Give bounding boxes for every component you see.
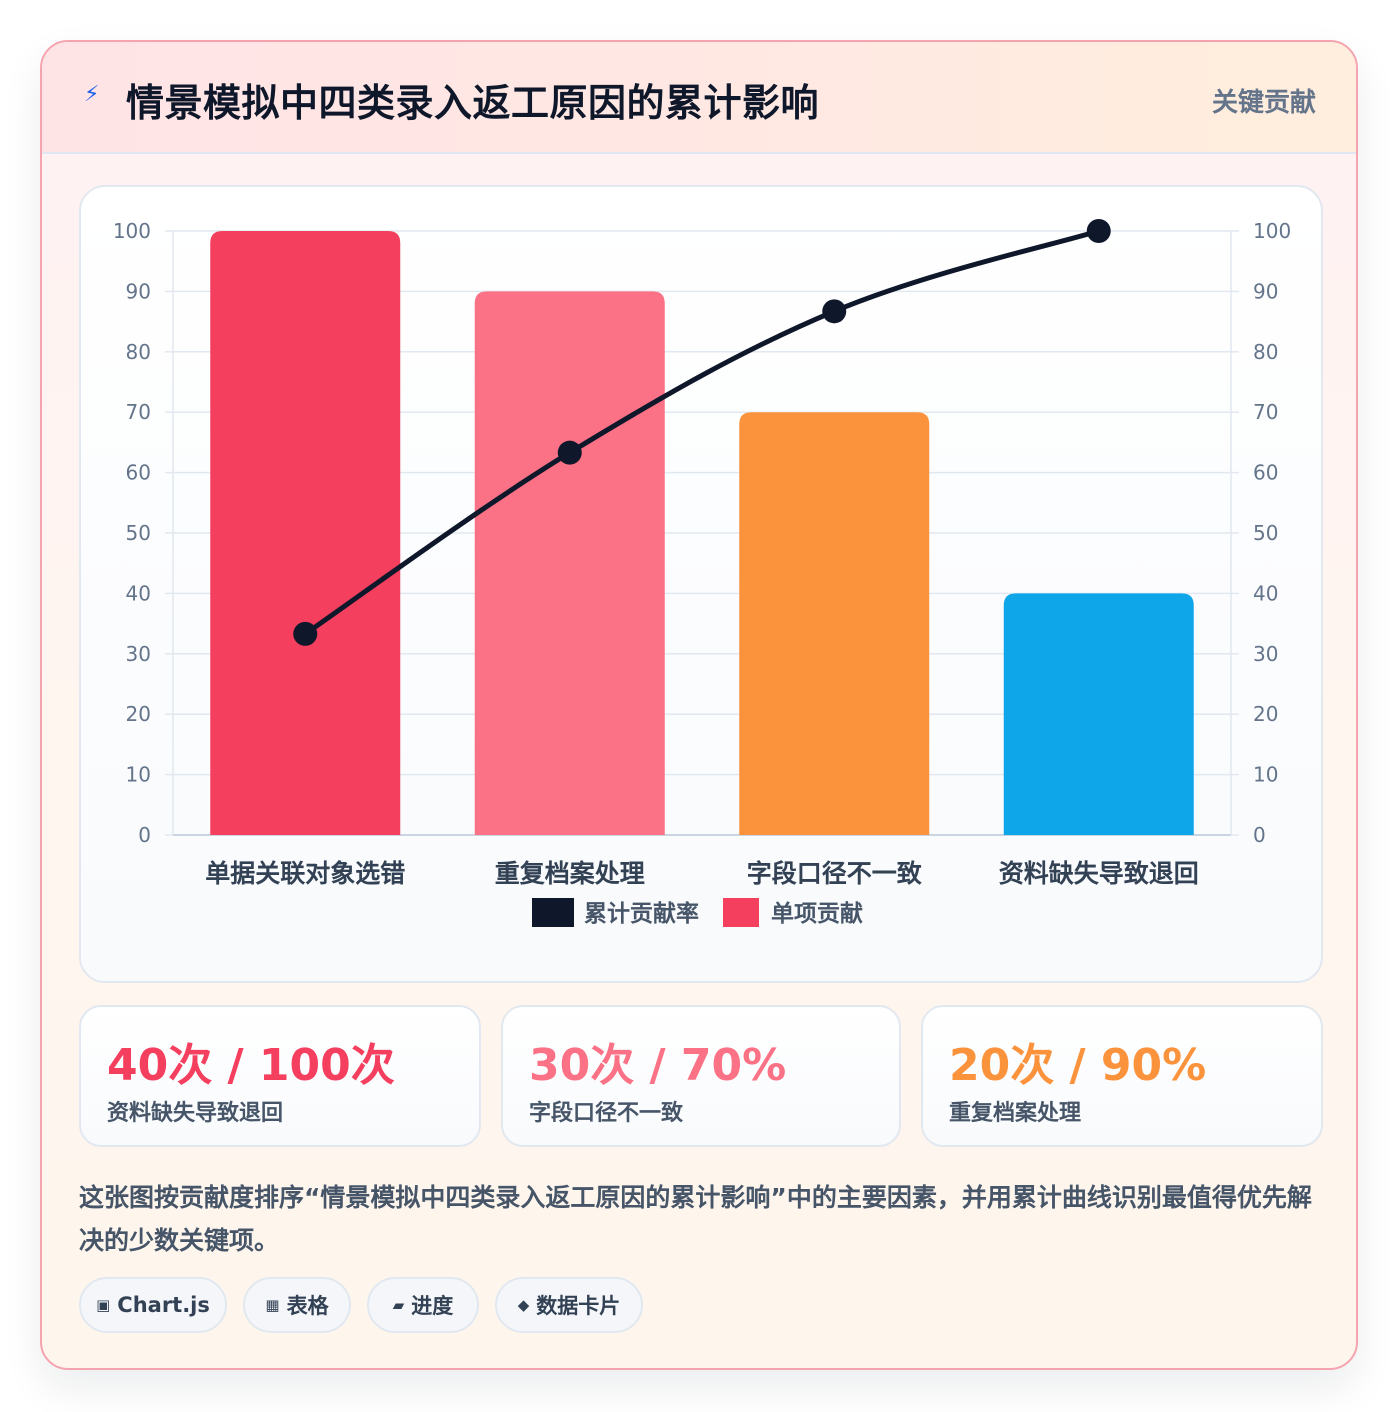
stat-label: 资料缺失导致退回 — [107, 1101, 284, 1126]
stat-value: 30次 / 70% — [529, 1040, 787, 1091]
category-label: 重复档案处理 — [495, 859, 645, 888]
cumulative-point — [557, 440, 582, 465]
chart-panel: 0 0 10 10 20 20 30 30 40 40 50 50 60 60 70 70 80 80 90 90 10… — [79, 185, 1323, 983]
bar — [739, 412, 930, 835]
bar — [210, 231, 401, 835]
y-tick-label: 0 — [138, 823, 151, 847]
y-tick-label: 30 — [126, 642, 151, 666]
y2-tick-label: 30 — [1253, 642, 1278, 666]
y2-tick-label: 40 — [1253, 581, 1278, 605]
chip-progress[interactable]: ▰ 进度 — [367, 1277, 479, 1333]
y-tick-label: 100 — [113, 219, 151, 243]
category-label: 单据关联对象选错 — [205, 859, 405, 888]
legend-label-single: 单项贡献 — [771, 901, 863, 927]
chip-table[interactable]: ▦ 表格 — [243, 1277, 351, 1333]
y-tick-label: 80 — [126, 340, 151, 364]
stat-card-1: 40次 / 100次 资料缺失导致退回 — [79, 1005, 481, 1147]
y-tick-label: 10 — [126, 763, 151, 787]
y2-tick-label: 80 — [1253, 340, 1278, 364]
stat-label: 重复档案处理 — [949, 1101, 1082, 1126]
y2-tick-label: 100 — [1253, 219, 1291, 243]
card-header: ⚡ 情景模拟中四类录入返工原因的累计影响 关键贡献 — [42, 42, 1356, 154]
pareto-card: ⚡ 情景模拟中四类录入返工原因的累计影响 关键贡献 0 0 10 10 20 20 30 30… — [40, 40, 1358, 1370]
y2-tick-label: 10 — [1253, 763, 1278, 787]
chip-label: 进度 — [411, 1294, 454, 1318]
chip-label: 数据卡片 — [536, 1294, 621, 1318]
stat-card-2: 30次 / 70% 字段口径不一致 — [501, 1005, 901, 1147]
cumulative-point — [822, 299, 847, 324]
y2-tick-label: 50 — [1253, 521, 1278, 545]
y-tick-label: 60 — [126, 461, 151, 485]
stat-value: 40次 / 100次 — [107, 1040, 395, 1091]
category-label: 资料缺失导致退回 — [999, 859, 1199, 888]
page-title: 情景模拟中四类录入返工原因的累计影响 — [126, 81, 820, 125]
lightning-icon: ⚡ — [84, 82, 100, 107]
y2-tick-label: 0 — [1253, 823, 1266, 847]
chip-label: Chart.js — [117, 1293, 210, 1317]
y-tick-label: 20 — [126, 702, 151, 726]
chip-data-card[interactable]: ◆ 数据卡片 — [495, 1277, 643, 1333]
y-tick-label: 50 — [126, 521, 151, 545]
cumulative-point — [293, 621, 318, 646]
y2-tick-label: 20 — [1253, 702, 1278, 726]
chart-icon: ▣ — [96, 1296, 111, 1314]
bar — [474, 291, 665, 835]
stat-card-3: 20次 / 90% 重复档案处理 — [921, 1005, 1323, 1147]
legend-swatch-cumulative — [532, 898, 574, 927]
cumulative-point — [1086, 219, 1111, 243]
y-tick-label: 70 — [126, 400, 151, 424]
chip-label: 表格 — [286, 1294, 329, 1318]
cumulative-line — [302, 228, 1102, 637]
y-tick-label: 40 — [126, 581, 151, 605]
y2-tick-label: 90 — [1253, 279, 1278, 303]
legend-swatch-single — [723, 898, 759, 927]
chip-chartjs[interactable]: ▣ Chart.js — [79, 1277, 227, 1333]
chart-description: 这张图按贡献度排序“情景模拟中四类录入返工原因的累计影响”中的主要因素，并用累计… — [79, 1183, 1312, 1255]
data-card-icon: ◆ — [517, 1296, 530, 1314]
legend-label-cumulative: 累计贡献率 — [584, 900, 699, 927]
stat-value: 20次 / 90% — [949, 1040, 1207, 1091]
table-icon: ▦ — [265, 1296, 280, 1314]
y-tick-label: 90 — [126, 279, 151, 303]
y2-tick-label: 70 — [1253, 400, 1278, 424]
bar — [1003, 593, 1194, 835]
progress-icon: ▰ — [392, 1296, 405, 1314]
y2-tick-label: 60 — [1253, 461, 1278, 485]
stat-label: 字段口径不一致 — [529, 1101, 684, 1126]
header-tag: 关键贡献 — [1211, 88, 1316, 118]
category-label: 字段口径不一致 — [747, 859, 923, 888]
pareto-chart: 0 0 10 10 20 20 30 30 40 40 50 50 60 60 70 70 80 80 90 90 10… — [113, 219, 1291, 927]
